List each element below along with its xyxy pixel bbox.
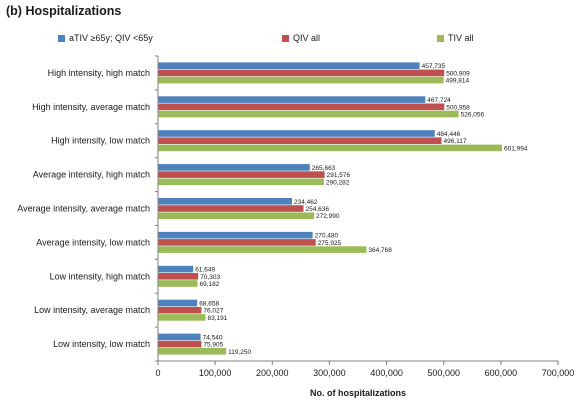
bar [158, 164, 310, 171]
x-tick-label: 700,000 [542, 368, 575, 378]
data-label: 83,191 [208, 315, 228, 322]
bar [158, 212, 314, 219]
panel-letter: (b) [6, 4, 22, 18]
data-label: 75,905 [203, 342, 223, 349]
bar [158, 265, 194, 273]
bar [158, 62, 420, 69]
data-label: 265,663 [312, 165, 336, 172]
bar [158, 340, 202, 348]
category-label: High intensity, average match [32, 102, 150, 112]
legend-swatch-qiv [282, 34, 289, 42]
bar [158, 231, 313, 239]
bar [158, 299, 198, 307]
bar [158, 205, 304, 212]
data-label: 526,056 [461, 112, 485, 119]
legend-swatch-ativ [58, 34, 65, 42]
data-label: 275,925 [318, 240, 342, 247]
legend-label-tiv: TIV all [448, 33, 474, 43]
data-label: 291,576 [327, 172, 351, 179]
x-tick-label: 300,000 [313, 368, 346, 378]
bar [158, 178, 324, 186]
legend-label-qiv: QIV all [293, 33, 321, 43]
bar [158, 273, 199, 280]
bar [158, 348, 227, 355]
panel-title-text: Hospitalizations [25, 4, 122, 18]
data-label: 69,182 [200, 281, 220, 288]
bar [158, 144, 502, 152]
legend: aTIV ≥65y; QIV <65y QIV all TIV all [0, 33, 580, 47]
data-label: 70,303 [200, 274, 220, 281]
bar [158, 171, 325, 178]
legend-item-ativ: aTIV ≥65y; QIV <65y [58, 33, 153, 43]
bar [158, 198, 292, 205]
data-label: 601,994 [504, 145, 528, 152]
data-label: 76,027 [203, 308, 223, 315]
bar [158, 103, 445, 111]
data-label: 467,724 [427, 97, 451, 104]
legend-item-tiv: TIV all [437, 33, 474, 43]
data-label: 119,250 [228, 349, 251, 356]
legend-label-ativ: aTIV ≥65y; QIV <65y [69, 33, 153, 43]
bar [158, 246, 367, 253]
category-label: Low intensity, average match [34, 305, 150, 315]
data-label: 61,649 [195, 267, 215, 274]
data-label: 500,909 [446, 70, 470, 77]
bar [158, 306, 202, 314]
bar [158, 76, 444, 84]
data-label: 457,735 [422, 63, 446, 70]
x-tick-label: 500,000 [427, 368, 460, 378]
bar [158, 239, 316, 246]
bar [158, 130, 435, 137]
bar [158, 333, 201, 341]
category-label: High intensity, high match [48, 68, 150, 78]
chart-title: (b) Hospitalizations [6, 4, 121, 18]
plot-area: High intensity, high match 457,735500,909… [17, 55, 575, 378]
data-label: 270,480 [315, 233, 339, 240]
category-label: Low intensity, high match [50, 271, 150, 281]
data-label: 499,814 [446, 78, 470, 85]
x-tick-label: 0 [155, 368, 160, 378]
bar [158, 69, 445, 77]
category-label: Low intensity, low match [53, 339, 150, 349]
x-tick-label: 200,000 [256, 368, 289, 378]
x-tick-label: 600,000 [485, 368, 518, 378]
category-label: Average intensity, average match [17, 204, 150, 214]
bar [158, 96, 426, 103]
data-label: 484,446 [437, 131, 461, 138]
x-tick-label: 100,000 [199, 368, 232, 378]
data-label: 68,658 [199, 301, 219, 308]
legend-item-qiv: QIV all [282, 33, 320, 43]
data-label: 234,462 [294, 199, 318, 206]
category-label: High intensity, low match [51, 136, 150, 146]
data-label: 364,768 [368, 247, 392, 254]
data-label: 254,636 [306, 206, 330, 213]
x-axis-title: No. of hospitalizations [310, 388, 406, 398]
bar [158, 280, 198, 287]
legend-swatch-tiv [437, 34, 444, 42]
data-label: 74,540 [203, 334, 223, 341]
bar [158, 137, 442, 144]
data-label: 290,282 [326, 179, 350, 186]
bar [158, 314, 206, 321]
category-label: Average intensity, low match [36, 237, 150, 247]
data-label: 496,117 [444, 138, 467, 145]
data-label: 272,990 [316, 213, 340, 220]
bar [158, 110, 459, 118]
data-label: 500,958 [446, 104, 470, 111]
x-tick-label: 400,000 [370, 368, 403, 378]
category-label: Average intensity, high match [33, 170, 150, 180]
